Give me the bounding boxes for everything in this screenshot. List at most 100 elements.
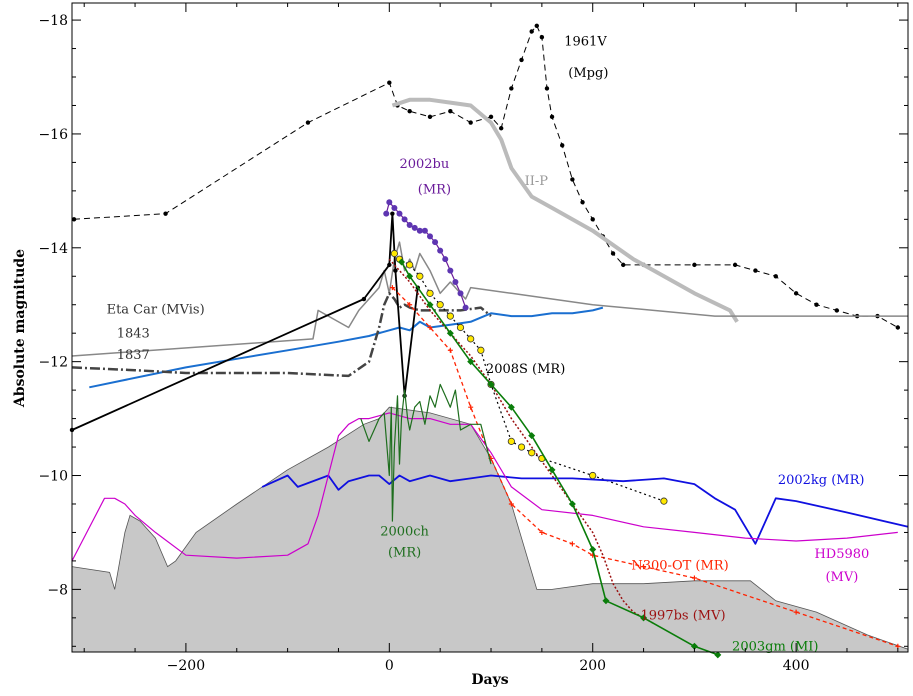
label-l2003gm: 2003gm (MI): [732, 639, 818, 654]
point-d2008s-16: [660, 497, 668, 505]
x-tick-label-2: 200: [579, 658, 606, 674]
point-d2008s-12: [517, 443, 526, 451]
series-line-black_solid: [71, 212, 419, 431]
series-line-d1961: [73, 25, 899, 328]
series-line-blue1: [89, 306, 604, 389]
point-d2003gm-14: [714, 651, 722, 659]
series-area-bg: [71, 406, 909, 653]
point-d1961-29: [773, 274, 778, 279]
point-d2002bu-0: [383, 210, 390, 217]
point-d2003gm-1: [406, 272, 414, 280]
label-l2002kg: 2002kg (MR): [778, 473, 865, 488]
point-d2003gm-5: [487, 380, 495, 388]
point-d1961-35: [895, 325, 901, 330]
x-tick-label-1: 0: [385, 658, 394, 674]
point-n300-1: [407, 302, 413, 308]
point-d2002bu-12: [442, 256, 449, 263]
point-d2002bu-9: [426, 233, 433, 240]
x-tick-label-0: −200: [167, 658, 205, 674]
point-d2002bu-10: [432, 239, 439, 246]
point-d2003gm-6: [507, 403, 515, 411]
point-n300-2: [427, 325, 433, 330]
point-d1961-19: [570, 177, 575, 182]
series-line-hd5980: [71, 412, 898, 562]
point-n300-8: [569, 541, 575, 547]
x-axis-title: Days: [471, 672, 508, 688]
series-iip: [391, 97, 739, 323]
label-lhdsub: (MV): [825, 570, 858, 585]
y-axis-title: Absolute magnitude: [12, 249, 28, 408]
point-d2003gm-2: [426, 301, 434, 309]
point-d1961-21: [590, 217, 595, 222]
point-black_solid-3: [390, 211, 395, 216]
point-d2002bu-6: [411, 224, 418, 231]
point-d1961-20: [580, 200, 585, 205]
label-l2000chsub: (MR): [388, 545, 421, 560]
point-d1961-3: [387, 80, 392, 85]
series-bg: [71, 406, 909, 653]
point-d2008s-9: [477, 346, 485, 354]
point-d2008s-0: [390, 249, 398, 258]
point-d1961-10: [498, 126, 504, 131]
series-dashdot: [71, 292, 492, 378]
series-d2002kg: [261, 474, 909, 545]
series-blue1: [89, 306, 604, 389]
point-d1961-2: [305, 120, 311, 125]
point-d2002bu-11: [437, 247, 444, 254]
point-d1961-8: [468, 120, 473, 125]
y-tick-label-0: −8: [47, 582, 68, 598]
series-line-n300: [391, 287, 899, 647]
point-black_solid-2: [387, 262, 392, 268]
label-leta: Eta Car (MVis): [107, 302, 205, 317]
point-d1961-15: [539, 34, 545, 40]
point-d2003gm-12: [640, 614, 648, 622]
label-l1997bs: 1997bs (MV): [641, 609, 726, 624]
label-l2008s: 2008S (MR): [486, 362, 565, 377]
series-line-d2002bu: [385, 201, 467, 308]
point-d2002bu-7: [416, 227, 423, 234]
point-d1961-32: [834, 308, 840, 313]
point-d1961-30: [793, 291, 799, 296]
y-tick-label-3: −14: [38, 241, 68, 257]
point-d2002bu-14: [452, 278, 459, 285]
point-d2002bu-15: [457, 290, 464, 297]
point-black_solid-1: [361, 296, 367, 302]
point-d1961-14: [534, 23, 539, 28]
point-d1961-9: [488, 114, 494, 120]
point-d2008s-3: [416, 272, 424, 280]
point-n300-10: [641, 564, 647, 570]
point-n300-6: [508, 501, 514, 507]
label-l1843: 1843: [117, 327, 150, 342]
point-d1961-12: [519, 57, 524, 63]
point-d2002bu-2: [391, 204, 398, 211]
point-d2002bu-5: [406, 222, 413, 229]
point-d1961-1: [163, 211, 168, 216]
label-liip: II-P: [525, 174, 549, 189]
point-d2008s-5: [436, 301, 444, 309]
point-n300-3: [447, 347, 453, 353]
series-line-eta1843: [71, 241, 908, 357]
point-d2008s-8: [467, 335, 475, 343]
y-tick-label-1: −10: [38, 469, 68, 485]
point-d2003gm-9: [568, 500, 576, 508]
point-d1961-7: [448, 108, 453, 114]
point-d1961-13: [529, 29, 534, 34]
point-n300-12: [793, 609, 799, 615]
series-d2008s: [390, 249, 668, 505]
series-layer: [69, 23, 909, 659]
series-d2000ch: [360, 383, 492, 522]
point-n300-4: [468, 404, 474, 410]
y-tick-label-4: −16: [38, 127, 68, 143]
point-d2003gm-13: [690, 642, 698, 650]
point-d1961-5: [407, 108, 412, 114]
label-l2002busub: (MR): [418, 183, 451, 198]
point-d1961-26: [692, 262, 697, 268]
point-d1961-24: [621, 262, 626, 268]
point-d2008s-13: [528, 449, 536, 457]
label-l1837: 1837: [117, 348, 150, 363]
point-d2003gm-3: [446, 329, 454, 337]
point-d2002bu-16: [462, 304, 469, 311]
point-d1961-23: [610, 251, 616, 256]
y-tick-label-2: −12: [38, 355, 68, 371]
